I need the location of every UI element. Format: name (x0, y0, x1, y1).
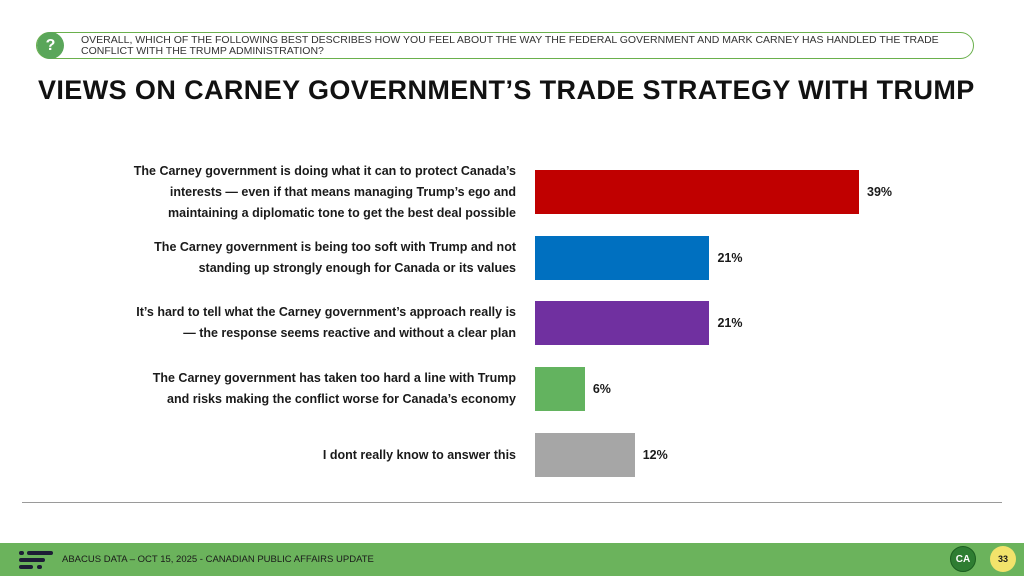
footer-source: ABACUS DATA – OCT 15, 2025 - CANADIAN PU… (62, 554, 374, 565)
value-label: 39% (867, 185, 893, 199)
bar (535, 236, 710, 280)
bar (535, 301, 710, 345)
footer-bar: ABACUS DATA – OCT 15, 2025 - CANADIAN PU… (0, 543, 1024, 576)
page-number: 33 (990, 546, 1016, 572)
question-text: OVERALL, WHICH OF THE FOLLOWING BEST DES… (81, 34, 939, 57)
abacus-logo-icon (19, 551, 53, 569)
category-label: The Carney government is doing what it c… (133, 163, 516, 220)
category-label: The Carney government has taken too hard… (152, 371, 516, 406)
bar (535, 433, 635, 477)
bar-chart: The Carney government is doing what it c… (0, 150, 1024, 490)
value-label: 21% (717, 251, 743, 265)
value-label: 21% (717, 316, 743, 330)
value-label: 12% (642, 448, 668, 462)
category-label: It’s hard to tell what the Carney govern… (136, 305, 516, 340)
question-banner: ? OVERALL, WHICH OF THE FOLLOWING BEST D… (36, 32, 974, 59)
category-label: I dont really know to answer this (322, 447, 516, 462)
bar (535, 367, 585, 411)
bar (535, 170, 859, 214)
page-title: VIEWS ON CARNEY GOVERNMENT’S TRADE STRAT… (38, 75, 975, 105)
value-label: 6% (592, 382, 611, 396)
question-mark-icon: ? (37, 32, 64, 59)
ca-badge-icon: CA (950, 546, 976, 572)
divider-line (22, 502, 1002, 503)
category-label: The Carney government is being too soft … (154, 240, 516, 275)
